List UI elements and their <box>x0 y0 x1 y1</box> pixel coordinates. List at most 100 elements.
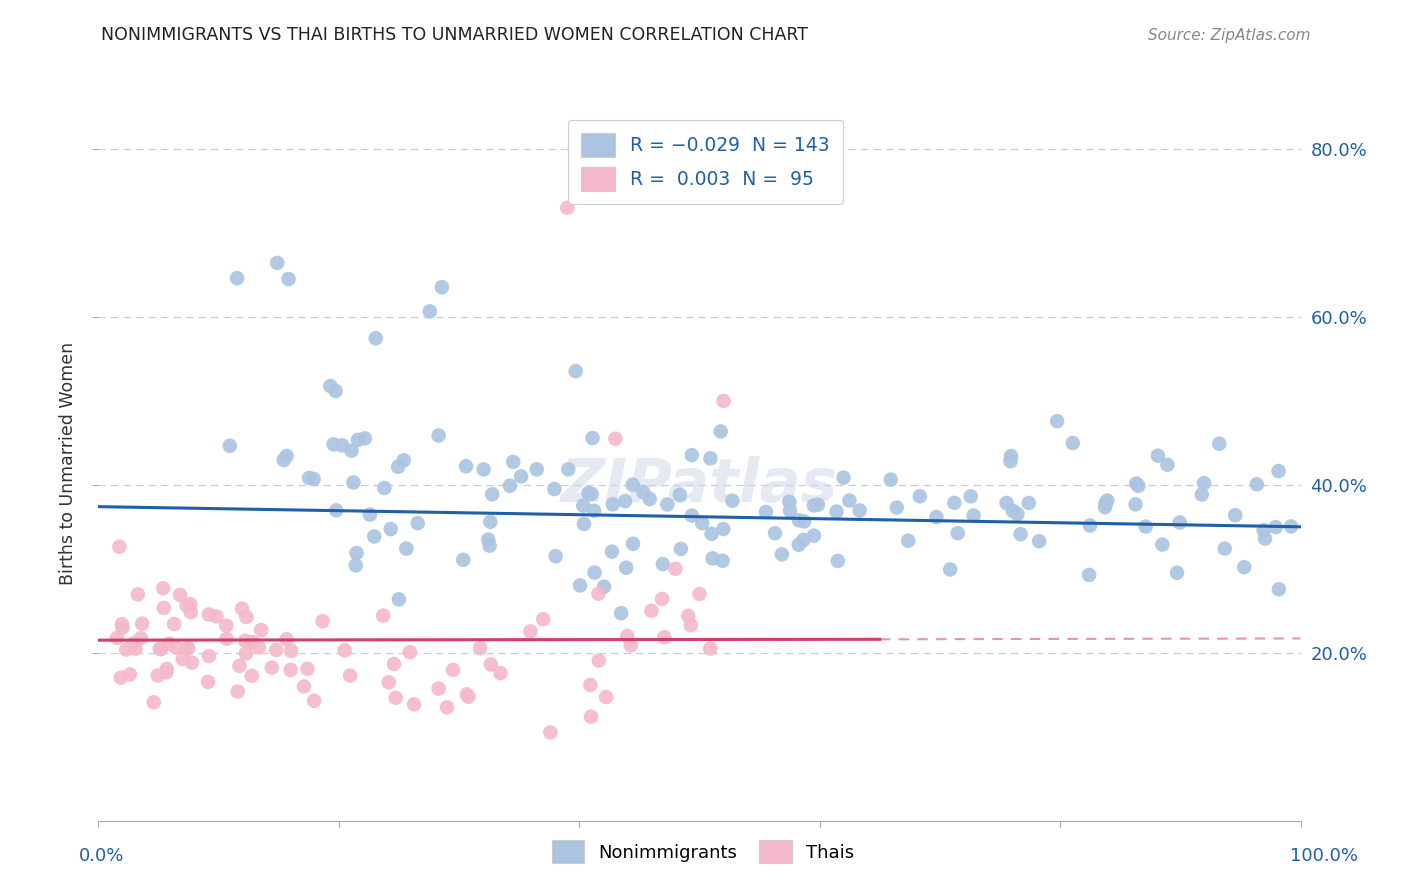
Point <box>198 607 221 622</box>
Point <box>832 470 855 484</box>
Legend: R = −0.029  N = 143, R =  0.003  N =  95: R = −0.029 N = 143, R = 0.003 N = 95 <box>568 120 842 203</box>
Point <box>621 477 644 491</box>
Point <box>600 544 623 558</box>
Point <box>579 678 602 692</box>
Point <box>652 630 675 644</box>
Point <box>165 640 187 655</box>
Point <box>1001 504 1024 518</box>
Point <box>322 437 344 451</box>
Point <box>1147 449 1170 463</box>
Point <box>115 642 138 657</box>
Point <box>593 580 616 594</box>
Point <box>595 690 617 704</box>
Point <box>122 636 145 650</box>
Point <box>180 605 202 619</box>
Point <box>235 647 257 661</box>
Point <box>1128 479 1150 493</box>
Point <box>1192 476 1215 491</box>
Point <box>280 644 302 658</box>
Point <box>621 537 644 551</box>
Point <box>787 538 810 552</box>
Point <box>105 631 128 645</box>
Point <box>531 612 554 626</box>
Point <box>472 462 495 476</box>
Point <box>838 493 860 508</box>
Point <box>943 496 966 510</box>
Point <box>690 516 713 530</box>
Point <box>946 526 969 541</box>
Point <box>713 393 735 408</box>
Point <box>544 549 567 564</box>
Text: 0.0%: 0.0% <box>79 847 124 864</box>
Point <box>127 587 149 601</box>
Point <box>353 431 375 445</box>
Point <box>181 656 204 670</box>
Point <box>399 645 422 659</box>
Point <box>825 505 848 519</box>
Point <box>215 632 238 646</box>
Point <box>110 671 132 685</box>
Point <box>579 709 602 723</box>
Point <box>226 684 249 698</box>
Point <box>302 694 325 708</box>
Point <box>1208 436 1230 450</box>
Point <box>266 256 288 270</box>
Point <box>419 304 441 318</box>
Point <box>886 500 908 515</box>
Point <box>176 599 198 613</box>
Point <box>1018 496 1040 510</box>
Point <box>489 666 512 681</box>
Text: 100.0%: 100.0% <box>1291 847 1358 864</box>
Point <box>678 608 700 623</box>
Point <box>169 588 191 602</box>
Point <box>1078 518 1101 533</box>
Point <box>510 469 533 483</box>
Point <box>581 487 603 501</box>
Point <box>543 482 565 496</box>
Point <box>384 690 406 705</box>
Point <box>669 488 692 502</box>
Point <box>779 503 801 517</box>
Point <box>803 528 825 542</box>
Point <box>277 272 299 286</box>
Point <box>1078 568 1101 582</box>
Point <box>240 669 263 683</box>
Point <box>651 592 673 607</box>
Point <box>1246 477 1268 491</box>
Point <box>588 654 610 668</box>
Point <box>198 649 221 664</box>
Legend: Nonimmigrants, Thais: Nonimmigrants, Thais <box>543 831 863 872</box>
Point <box>689 587 711 601</box>
Point <box>157 637 180 651</box>
Point <box>1268 582 1291 597</box>
Point <box>638 491 661 506</box>
Point <box>1097 493 1119 508</box>
Point <box>242 635 264 649</box>
Point <box>1223 508 1246 523</box>
Point <box>478 539 501 553</box>
Point <box>344 558 367 573</box>
Point <box>430 280 453 294</box>
Point <box>616 629 638 643</box>
Point <box>373 481 395 495</box>
Point <box>711 554 734 568</box>
Point <box>342 475 364 490</box>
Point <box>340 443 363 458</box>
Point <box>614 560 637 574</box>
Point <box>276 632 298 647</box>
Point <box>583 504 606 518</box>
Point <box>681 448 703 462</box>
Point <box>1010 527 1032 541</box>
Point <box>436 700 458 714</box>
Point <box>233 633 256 648</box>
Point <box>260 660 283 674</box>
Point <box>721 493 744 508</box>
Point <box>146 668 169 682</box>
Point <box>555 201 578 215</box>
Point <box>364 331 387 345</box>
Point <box>1000 449 1022 463</box>
Point <box>339 668 361 682</box>
Point <box>149 642 172 657</box>
Point <box>292 680 315 694</box>
Point <box>312 614 335 628</box>
